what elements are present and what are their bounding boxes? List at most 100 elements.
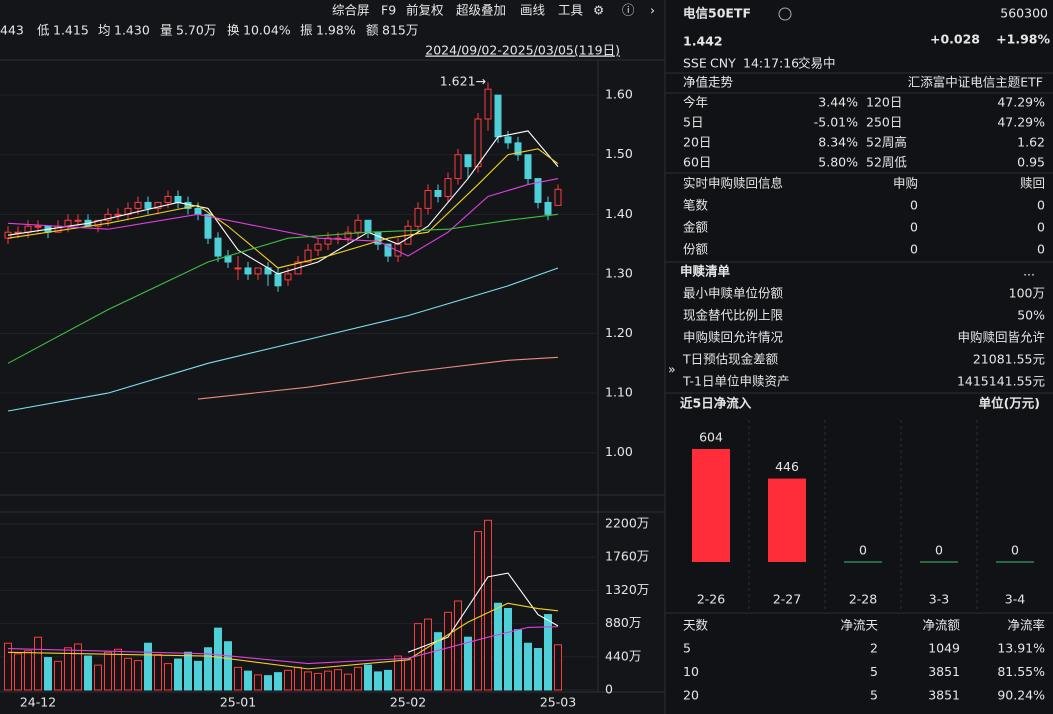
candle-body: [464, 154, 472, 168]
stat-key: 250日: [866, 115, 902, 130]
quote-item: 443: [0, 23, 24, 38]
row-value: 0: [910, 242, 918, 257]
stat-key: 52周低: [866, 155, 907, 170]
help-icon[interactable]: ⓘ: [622, 3, 635, 18]
candle-body: [234, 267, 242, 270]
table-cell: 2: [870, 641, 878, 656]
y-tick-label: 1.20: [605, 325, 633, 340]
x-tick-label: 2-27: [773, 592, 801, 607]
stat-value: 5.80%: [818, 155, 858, 170]
volume-bar: [524, 642, 532, 691]
toolbar-button[interactable]: 前复权: [406, 3, 444, 18]
volume-bar: [264, 675, 272, 691]
volume-bar: [164, 663, 172, 691]
toolbar-button[interactable]: 综合屏: [332, 3, 370, 18]
volume-bar: [324, 670, 332, 691]
etf-code: 560300: [1000, 6, 1048, 21]
table-cell: 5: [870, 664, 878, 679]
volume-bar: [364, 664, 372, 691]
x-tick-label: 3-3: [929, 592, 949, 607]
y-tick-label: 880万: [605, 615, 641, 630]
more-button[interactable]: ...: [1023, 264, 1035, 279]
row-key: 现金替代比例上限: [683, 308, 784, 323]
row-value: 100万: [1009, 286, 1045, 301]
volume-bar: [134, 660, 142, 691]
stat-value: 3.44%: [818, 95, 858, 110]
candle-body: [434, 190, 442, 197]
candle-body: [194, 207, 202, 215]
candle-body: [204, 213, 212, 239]
volume-bar: [94, 664, 102, 691]
volume-bar: [334, 669, 342, 691]
quote-item: 1.430: [114, 23, 150, 38]
data-label: 0: [935, 543, 943, 558]
y-tick-label: 1.50: [605, 146, 633, 161]
table-cell: 5: [870, 688, 878, 703]
candle-body: [284, 273, 292, 281]
candle-body: [424, 190, 432, 209]
price: 1.442: [683, 34, 723, 49]
candle-body: [504, 136, 512, 144]
table-header: 天数: [683, 618, 709, 633]
candle-body: [164, 195, 172, 203]
collapse-icon[interactable]: »: [668, 362, 676, 377]
row-key: 金额: [683, 220, 709, 235]
volume-bar: [224, 641, 232, 691]
candle-body: [554, 188, 562, 206]
toolbar-button[interactable]: 画线: [520, 3, 546, 18]
volume-bar: [114, 648, 122, 691]
date-range: 2024/09/02-2025/03/05(119日): [425, 43, 620, 58]
quote-item: 额: [366, 23, 379, 38]
quote-item: 1.415: [53, 23, 89, 38]
volume-bar: [514, 629, 522, 691]
candle-body: [74, 219, 82, 222]
data-label: 446: [775, 459, 799, 474]
quote-item: 10.04%: [243, 23, 291, 38]
quote-item: 均: [98, 23, 111, 38]
candle-body: [24, 225, 32, 233]
x-tick-label: 2-28: [849, 592, 877, 607]
quote-item: 1.98%: [316, 23, 356, 38]
settings-icon[interactable]: ⚙: [593, 3, 604, 18]
y-tick-label: 1.00: [605, 444, 633, 459]
stat-key: 120日: [866, 95, 902, 110]
candle-body: [144, 201, 152, 209]
row-value: 21081.55元: [973, 352, 1045, 367]
ma-line: [7, 213, 559, 364]
table-cell: 1049: [928, 641, 960, 656]
meta: SSE: [683, 56, 707, 71]
candle-body: [244, 267, 252, 275]
stat-key: 52周高: [866, 135, 907, 150]
volume-bar: [294, 666, 302, 691]
stat-value: 0.95: [1017, 155, 1045, 170]
row-value: 0: [910, 198, 918, 213]
row-key: 笔数: [683, 198, 709, 213]
toolbar-button[interactable]: 工具: [558, 3, 584, 18]
row-value: 50%: [1017, 308, 1045, 323]
etf-name: 电信50ETF: [683, 6, 751, 21]
row-value: 0: [1037, 198, 1045, 213]
data-label: 604: [699, 430, 723, 445]
row-value: 1415141.55元: [957, 374, 1045, 389]
x-tick-label: 24-12: [20, 695, 56, 710]
volume-bar: [484, 519, 492, 691]
max-annotation: 1.621→: [440, 74, 486, 89]
expand-icon[interactable]: ›: [650, 3, 655, 18]
ma-line: [407, 572, 559, 653]
volume-bar: [244, 670, 252, 691]
volume-bar: [374, 671, 382, 691]
stat-value: 8.34%: [818, 135, 858, 150]
data-label: 0: [859, 543, 867, 558]
toolbar-button[interactable]: 超级叠加: [456, 3, 506, 18]
candle-body: [524, 154, 532, 180]
y-tick-label: 1.30: [605, 265, 633, 280]
toolbar-button[interactable]: F9: [381, 3, 396, 18]
ma-line: [7, 178, 559, 257]
stat-key: 今年: [683, 95, 708, 110]
chart-title: 近5日净流入: [680, 396, 752, 411]
stat-value: 1.62: [1017, 135, 1045, 150]
candle-body: [514, 142, 522, 156]
section-title: 申赎清单: [680, 264, 731, 279]
volume-bar: [404, 659, 412, 691]
info-icon[interactable]: [778, 7, 792, 21]
